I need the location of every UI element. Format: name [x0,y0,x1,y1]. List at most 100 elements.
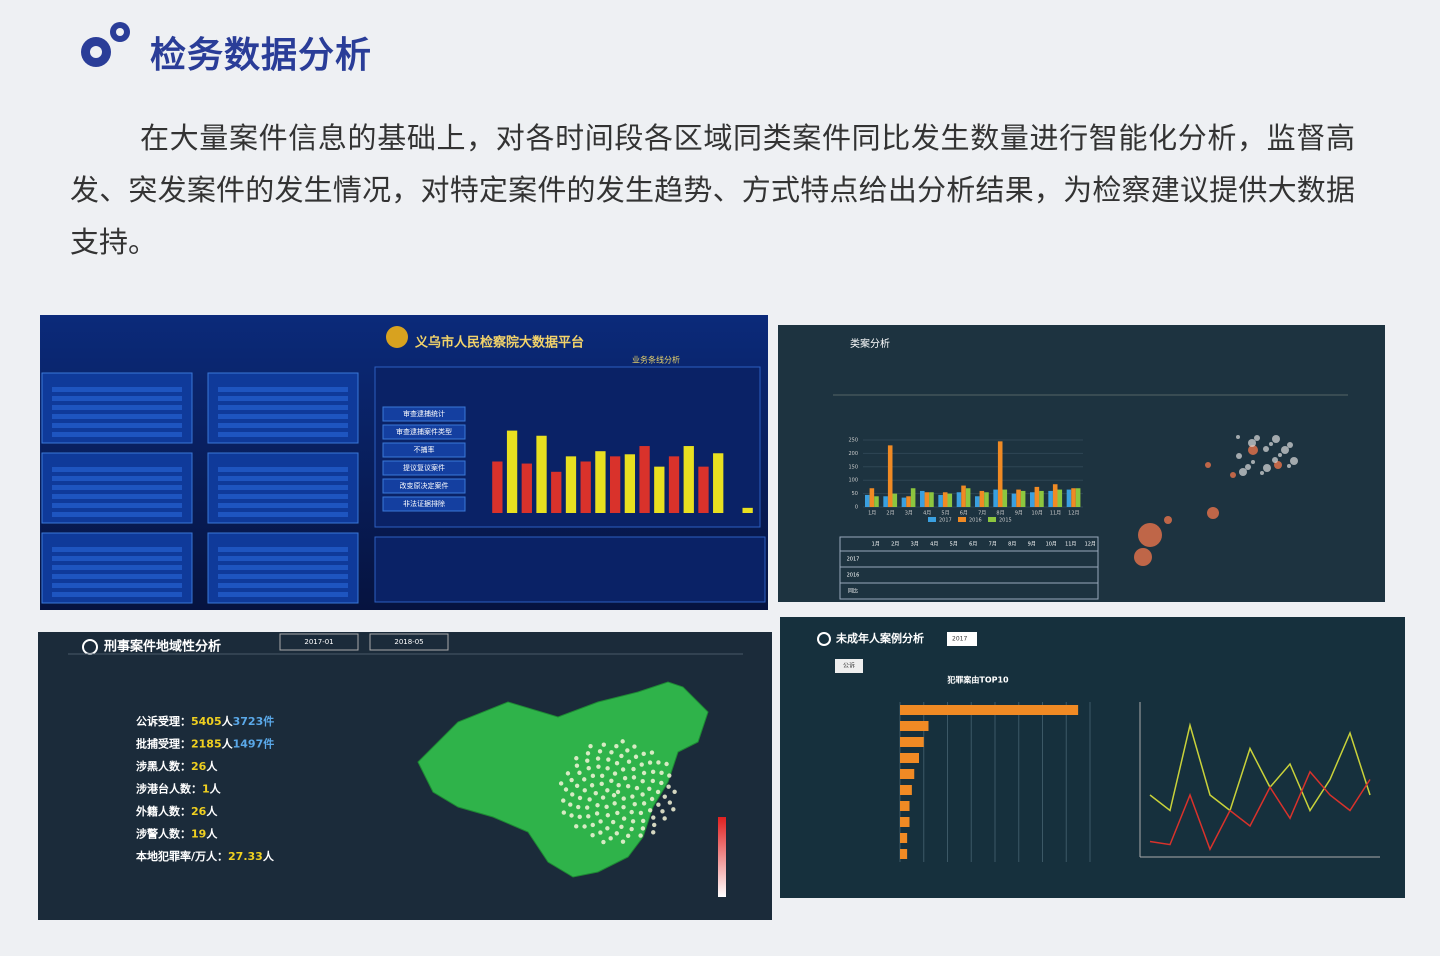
map-dot [614,831,619,836]
bubble [1272,435,1280,443]
menu-button [382,478,466,494]
map-dot [647,760,653,765]
table-header: 9月 [1028,542,1036,548]
tile-row [52,494,182,499]
bar [929,492,934,507]
map-dot [629,826,634,832]
bar [1071,488,1076,507]
stat-value: 3723 [233,715,264,728]
map-dot [614,761,620,766]
tile-row [52,432,182,437]
bar [979,490,985,507]
menu-label: 审查逮捕统计 [403,409,445,418]
bar [901,497,907,507]
bar [1052,484,1058,507]
bubble [1278,453,1282,457]
map-dot [649,750,655,755]
stat-label: 本地犯罪率/万人： [136,849,228,863]
panel-region: 刑事案件地域性分析 2017-01 2018-05公诉受理：5405人3723件批捕… [38,632,772,920]
map-dot [610,819,616,825]
map-dot [629,809,634,815]
x-tick-label: 10月 [1031,511,1042,517]
map-dot [587,797,592,802]
stat-unit: 人 [210,782,222,796]
tile-row [218,565,348,570]
bar [900,817,910,827]
map-dot [620,839,626,844]
menu-label: 非法证据排除 [403,499,445,508]
bubble [1239,468,1247,476]
tile-row [52,387,182,392]
map-dot [569,777,574,783]
tile-row [52,396,182,401]
bar [997,441,1003,507]
menu-button [382,406,466,422]
map-dot [616,783,621,788]
bubble [1263,464,1271,472]
map-dot [568,802,573,807]
map-dot [656,760,661,765]
emblem [386,326,408,348]
map-dot [621,816,627,821]
map-dot [589,783,595,788]
map-dot [650,778,656,784]
stat-line: 涉港台人数：1人 [136,782,222,796]
bubble [1134,548,1152,566]
map-dot [606,757,611,762]
menu-button [382,442,466,458]
stat-value: 26 [191,760,207,773]
bar [1048,490,1053,507]
bar [683,446,694,513]
map-dot [664,761,669,767]
bar [900,737,924,747]
bar [900,721,929,731]
bar [492,461,503,513]
stat-unit: 件 [263,737,274,751]
tile-row [218,503,348,508]
map-dot [563,787,569,792]
bar [906,496,911,507]
map-dot [608,836,613,841]
legend-swatch [928,517,936,522]
map-dot [601,742,607,747]
bar [887,445,893,507]
map-dot [597,749,603,754]
table-header: 6月 [969,542,977,548]
tile-row [218,583,348,588]
table-header: 7月 [989,542,997,548]
stat-line: 涉警人数：19人 [136,827,218,841]
gear-icon [81,22,130,67]
stat-label: 批捕受理： [136,737,191,751]
stat-label: 涉警人数： [136,827,191,841]
bar [984,492,989,507]
table [839,536,1099,600]
tile-row [52,556,182,561]
map-dot [672,789,677,795]
globe-icon [817,632,831,646]
heat-legend [718,817,726,897]
bar [900,753,919,763]
bar [551,471,562,513]
bar [900,849,908,859]
tile-row [218,387,348,392]
map-dot [605,813,611,818]
panel-title: 类案分析 [850,337,890,350]
tile-row [52,583,182,588]
stat-unit: 人 [206,804,218,818]
map-dot [632,744,637,749]
bubble [1287,464,1291,468]
table-header: 2月 [891,542,899,548]
bar [975,496,980,507]
panel-title: 义乌市人民检察院大数据平台 [415,335,584,351]
bubble [1272,457,1278,463]
bar [961,485,966,507]
select-box [947,632,977,646]
stat-value: 19 [191,828,206,841]
map-dot [638,810,644,816]
map-dot [561,810,567,815]
bar [938,494,943,507]
map-dot [640,818,646,824]
table-row-label: 2016 [847,573,860,579]
map-dot [594,811,600,816]
